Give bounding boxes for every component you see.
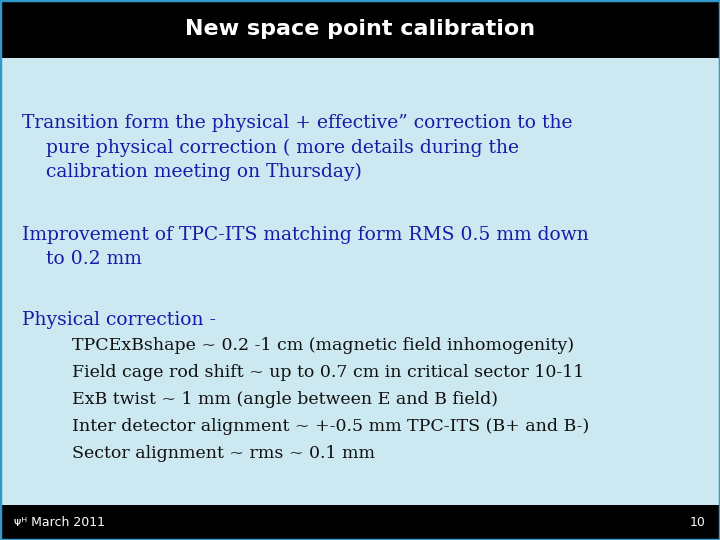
Text: Inter detector alignment ~ +-0.5 mm TPC-ITS (B+ and B-): Inter detector alignment ~ +-0.5 mm TPC-… (72, 418, 589, 435)
Text: Physical correction -: Physical correction - (22, 310, 215, 329)
Text: Transition form the physical + effective” correction to the
    pure physical co: Transition form the physical + effective… (22, 114, 572, 181)
Text: Field cage rod shift ~ up to 0.7 cm in critical sector 10-11: Field cage rod shift ~ up to 0.7 cm in c… (72, 364, 584, 381)
Text: Improvement of TPC-ITS matching form RMS 0.5 mm down
    to 0.2 mm: Improvement of TPC-ITS matching form RMS… (22, 226, 588, 268)
Text: TPCExBshape ~ 0.2 -1 cm (magnetic field inhomogenity): TPCExBshape ~ 0.2 -1 cm (magnetic field … (72, 338, 574, 354)
Bar (0, 505, 720, 540)
Bar (0, 0, 720, 58)
Text: ᴪᵸ March 2011: ᴪᵸ March 2011 (14, 516, 105, 529)
Text: Sector alignment ~ rms ~ 0.1 mm: Sector alignment ~ rms ~ 0.1 mm (72, 444, 375, 462)
Text: 10: 10 (690, 516, 706, 529)
Text: New space point calibration: New space point calibration (185, 19, 535, 39)
Text: ExB twist ~ 1 mm (angle between E and B field): ExB twist ~ 1 mm (angle between E and B … (72, 391, 498, 408)
